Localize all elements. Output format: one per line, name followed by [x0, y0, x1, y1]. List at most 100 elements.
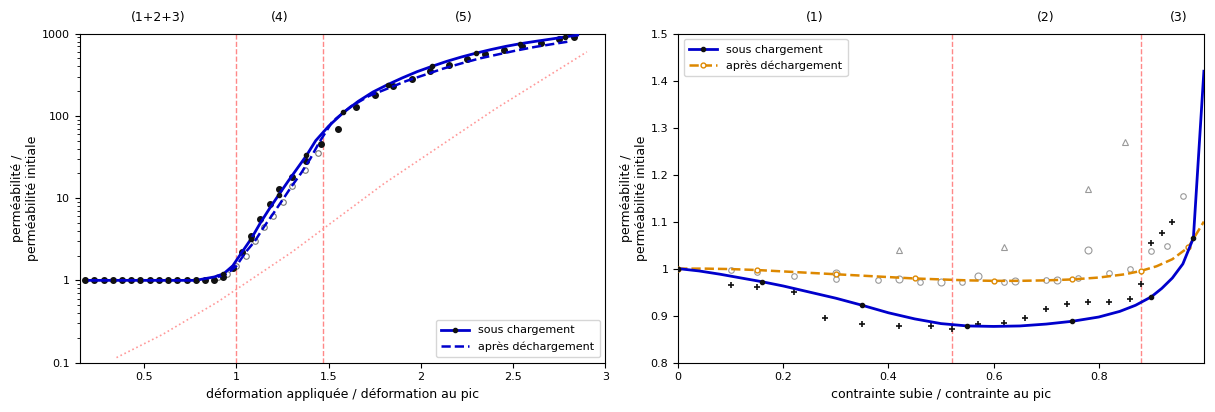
sous chargement — [513, 41, 527, 46]
Text: (3): (3) — [1170, 11, 1187, 24]
sous chargement — [337, 110, 351, 115]
sous chargement — [142, 278, 157, 283]
après déchargement — [248, 239, 262, 243]
après déchargement — [829, 272, 843, 277]
après déchargement — [1197, 219, 1211, 224]
après déchargement — [509, 48, 524, 53]
sous chargement — [78, 278, 92, 283]
sous chargement — [881, 310, 895, 315]
sous chargement — [1129, 303, 1143, 308]
Text: (4): (4) — [271, 11, 288, 24]
sous chargement — [855, 303, 870, 308]
sous chargement — [160, 278, 175, 283]
après déchargement — [802, 270, 816, 275]
après déchargement — [436, 66, 451, 71]
sous chargement — [1066, 319, 1080, 324]
sous chargement — [424, 64, 439, 69]
sous chargement — [188, 278, 203, 283]
après déchargement — [210, 274, 225, 279]
après déchargement — [294, 171, 309, 176]
Line: sous chargement: sous chargement — [676, 69, 1206, 328]
Legend: sous chargement, après déchargement: sous chargement, après déchargement — [436, 320, 600, 357]
sous chargement — [95, 278, 109, 283]
après déchargement — [399, 79, 413, 84]
après déchargement — [1149, 264, 1164, 269]
sous chargement — [987, 324, 1001, 329]
Line: après déchargement: après déchargement — [676, 219, 1206, 283]
Line: après déchargement: après déchargement — [217, 42, 569, 277]
Legend: sous chargement, après déchargement: sous chargement, après déchargement — [684, 39, 848, 76]
sous chargement — [755, 279, 769, 284]
après déchargement — [220, 272, 234, 276]
après déchargement — [1181, 245, 1196, 250]
sous chargement — [1197, 69, 1211, 74]
après déchargement — [326, 119, 340, 124]
après déchargement — [1118, 272, 1132, 277]
après déchargement — [908, 276, 922, 281]
sous chargement — [366, 89, 380, 94]
sous chargement — [198, 276, 213, 281]
sous chargement — [124, 278, 139, 283]
sous chargement — [234, 250, 249, 255]
après déchargement — [1012, 279, 1027, 283]
après déchargement — [987, 279, 1001, 283]
Y-axis label: perméabilité /
perméabilité initiale: perméabilité / perméabilité initiale — [620, 136, 648, 261]
sous chargement — [114, 278, 129, 283]
sous chargement — [1176, 262, 1191, 267]
sous chargement — [440, 59, 454, 64]
après déchargement — [362, 94, 377, 98]
après déchargement — [454, 61, 469, 66]
sous chargement — [529, 39, 543, 44]
sous chargement — [1145, 294, 1159, 299]
après déchargement — [256, 224, 271, 229]
après déchargement — [1091, 275, 1106, 280]
sous chargement — [244, 236, 259, 241]
sous chargement — [671, 266, 685, 271]
sous chargement — [380, 82, 395, 87]
sous chargement — [207, 274, 221, 279]
sous chargement — [734, 276, 748, 281]
après déchargement — [284, 184, 299, 189]
après déchargement — [776, 269, 791, 274]
sous chargement — [290, 166, 305, 171]
après déchargement — [266, 211, 281, 216]
Text: (5): (5) — [456, 11, 473, 24]
sous chargement — [281, 179, 295, 184]
après déchargement — [417, 73, 431, 77]
après déchargement — [491, 52, 505, 57]
sous chargement — [1186, 236, 1200, 241]
sous chargement — [1113, 309, 1128, 314]
après déchargement — [276, 197, 290, 202]
sous chargement — [309, 138, 323, 143]
sous chargement — [271, 192, 286, 197]
après déchargement — [344, 104, 358, 109]
après déchargement — [561, 39, 576, 44]
après déchargement — [934, 277, 949, 282]
sous chargement — [558, 35, 572, 40]
après déchargement — [855, 273, 870, 278]
sous chargement — [1091, 314, 1106, 319]
après déchargement — [303, 157, 317, 162]
après déchargement — [750, 267, 764, 272]
sous chargement — [152, 278, 166, 283]
sous chargement — [395, 75, 409, 80]
sous chargement — [691, 269, 706, 274]
sous chargement — [351, 99, 366, 104]
Text: (1): (1) — [806, 11, 824, 24]
Y-axis label: perméabilité /
perméabilité initiale: perméabilité / perméabilité initiale — [11, 136, 39, 261]
sous chargement — [454, 54, 469, 59]
sous chargement — [543, 37, 558, 42]
après déchargement — [230, 263, 244, 268]
après déchargement — [380, 86, 395, 91]
sous chargement — [409, 69, 424, 74]
Line: sous chargement: sous chargement — [83, 33, 580, 283]
sous chargement — [960, 323, 974, 328]
après déchargement — [547, 42, 561, 47]
sous chargement — [85, 278, 100, 283]
sous chargement — [1012, 323, 1027, 328]
sous chargement — [180, 278, 194, 283]
après déchargement — [697, 266, 712, 271]
après déchargement — [960, 278, 974, 283]
Text: (1+2+3): (1+2+3) — [131, 11, 186, 24]
après déchargement — [473, 56, 487, 61]
